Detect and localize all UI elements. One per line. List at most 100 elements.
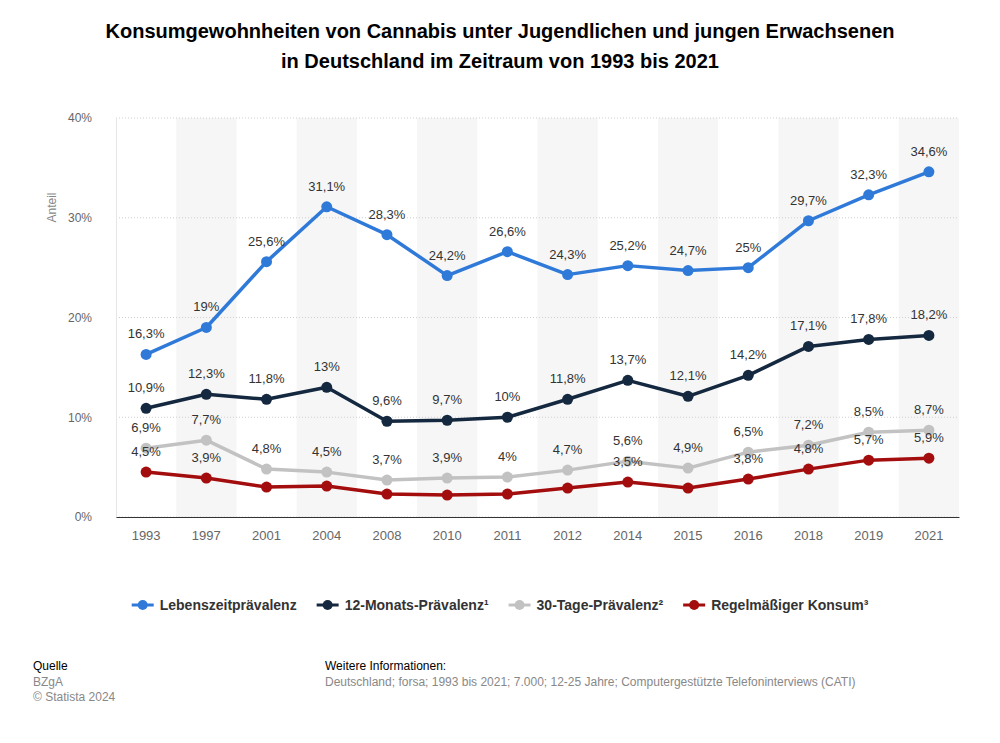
- data-label: 6,5%: [733, 424, 763, 439]
- series-point: [502, 246, 513, 257]
- data-label: 9,6%: [372, 393, 402, 408]
- series-point: [803, 341, 814, 352]
- series-point: [863, 189, 874, 200]
- footer-text: Deutschland; forsa; 1993 bis 2021; 7.000…: [325, 675, 856, 689]
- x-tick: 2021: [914, 517, 943, 543]
- series-point: [201, 473, 212, 484]
- data-label: 4,8%: [252, 441, 282, 456]
- grid-line: [116, 417, 959, 418]
- legend-item: 12-Monats-Prävalenz¹: [317, 597, 489, 613]
- legend-marker: [323, 600, 333, 610]
- grid-line: [116, 217, 959, 218]
- series-line: [146, 172, 929, 355]
- data-label: 5,6%: [613, 433, 643, 448]
- x-tick: 2001: [252, 517, 281, 543]
- series-point: [562, 394, 573, 405]
- y-tick-label: 10%: [68, 411, 92, 425]
- y-axis: 0% 10% 20% 30% 40%: [68, 111, 117, 524]
- legend-label: 30-Tage-Prävalenz²: [537, 597, 664, 613]
- series-point: [261, 464, 272, 475]
- data-label: 13,7%: [609, 352, 646, 367]
- data-label: 9,7%: [432, 392, 462, 407]
- legend-marker: [138, 600, 148, 610]
- y-tick: 30%: [68, 211, 116, 225]
- x-tick: 2016: [734, 517, 763, 543]
- data-label: 17,8%: [850, 311, 887, 326]
- series-point: [502, 489, 513, 500]
- y-tick-label: 20%: [68, 311, 92, 325]
- legend-marker: [515, 600, 525, 610]
- data-label: 12,1%: [670, 368, 707, 383]
- x-tick-label: 2010: [433, 528, 462, 543]
- x-tick-label: 2012: [553, 528, 582, 543]
- data-label: 7,7%: [192, 412, 222, 427]
- data-label: 24,3%: [549, 247, 586, 262]
- data-label: 3,7%: [372, 452, 402, 467]
- x-tick: 2004: [312, 517, 341, 543]
- series-point: [622, 260, 633, 271]
- data-label: 6,9%: [131, 420, 161, 435]
- series-point: [502, 412, 513, 423]
- y-axis-line: [116, 119, 117, 518]
- series-point: [683, 391, 694, 402]
- series-point: [381, 475, 392, 486]
- column-band: [658, 118, 718, 517]
- y-tick-label: 40%: [68, 111, 92, 125]
- x-tick: 2011: [493, 517, 521, 543]
- series-point: [683, 483, 694, 494]
- data-label: 29,7%: [790, 193, 827, 208]
- series-point: [141, 403, 152, 414]
- legend-marker: [689, 600, 699, 610]
- footer-text: BZgA: [33, 675, 63, 689]
- x-tick-label: 2021: [914, 528, 943, 543]
- grid-line: [116, 118, 959, 119]
- data-labels: 16,3%19%25,6%31,1%28,3%24,2%26,6%24,3%25…: [128, 144, 948, 469]
- data-label: 24,2%: [429, 248, 466, 263]
- series-point: [863, 334, 874, 345]
- series-point: [863, 455, 874, 466]
- series-point: [442, 473, 453, 484]
- series-point: [201, 322, 212, 333]
- series-point: [622, 375, 633, 386]
- data-label: 12,3%: [188, 366, 225, 381]
- x-tick-label: 2015: [674, 528, 703, 543]
- grid: [116, 118, 959, 517]
- x-tick-label: 2014: [613, 528, 642, 543]
- y-tick-label: 30%: [68, 211, 92, 225]
- x-axis-line: [117, 517, 960, 518]
- x-tick-label: 2019: [854, 528, 883, 543]
- data-label: 11,8%: [249, 371, 285, 386]
- x-tick-label: 2018: [794, 528, 823, 543]
- series-point: [743, 370, 754, 381]
- legend-label: Lebenszeitprävalenz: [160, 597, 297, 613]
- series-point: [321, 201, 332, 212]
- series-point: [803, 464, 814, 475]
- column-band: [778, 118, 838, 517]
- grid-line: [116, 317, 959, 318]
- data-label: 4,8%: [794, 441, 824, 456]
- series-point: [442, 490, 453, 501]
- series-point: [201, 389, 212, 400]
- data-label: 25,6%: [248, 234, 285, 249]
- column-band: [538, 118, 598, 517]
- series-point: [683, 265, 694, 276]
- y-tick-label: 0%: [75, 510, 93, 524]
- series-line: [146, 458, 929, 495]
- series-point: [261, 482, 272, 493]
- y-tick: 0%: [75, 510, 116, 524]
- data-label: 3,9%: [192, 450, 222, 465]
- x-tick-label: 1993: [132, 528, 161, 543]
- data-label: 18,2%: [910, 307, 947, 322]
- series-point: [562, 465, 573, 476]
- data-label: 4%: [498, 449, 517, 464]
- footer: QuelleBZgA© Statista 2024Weitere Informa…: [33, 659, 856, 704]
- data-label: 4,5%: [312, 444, 342, 459]
- series-point: [321, 382, 332, 393]
- data-label: 10%: [494, 389, 520, 404]
- series-point: [743, 474, 754, 485]
- data-label: 4,9%: [673, 440, 703, 455]
- series-point: [683, 463, 694, 474]
- data-label: 25,2%: [609, 238, 646, 253]
- data-label: 7,2%: [794, 417, 824, 432]
- x-tick: 2019: [854, 517, 883, 543]
